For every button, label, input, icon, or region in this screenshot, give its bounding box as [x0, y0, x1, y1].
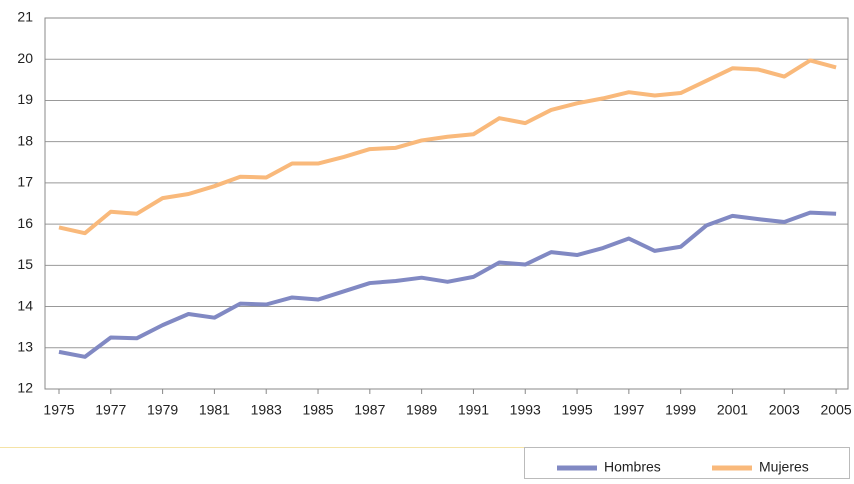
x-tick-label: 1991 [458, 402, 489, 418]
x-tick-label: 2001 [717, 402, 748, 418]
y-tick-label: 16 [17, 215, 33, 231]
legend-label: Mujeres [759, 459, 809, 475]
series-line [58, 210, 837, 359]
x-tick-label: 1981 [199, 402, 230, 418]
x-tick-label: 1983 [251, 402, 282, 418]
y-tick-label: 14 [17, 297, 33, 313]
y-tick-label: 20 [17, 50, 33, 66]
series-line [58, 58, 837, 236]
legend-label: Hombres [604, 459, 661, 475]
x-tick-label: 1985 [302, 402, 333, 418]
x-tick-label: 1995 [561, 402, 592, 418]
x-tick-label: 1999 [665, 402, 696, 418]
y-tick-label: 17 [17, 174, 33, 190]
y-tick-label: 21 [17, 9, 33, 25]
x-tick-label: 1997 [613, 402, 644, 418]
x-tick-label: 2005 [821, 402, 852, 418]
y-tick-label: 18 [17, 132, 33, 148]
x-tick-label: 1975 [43, 402, 74, 418]
x-tick-label: 1989 [406, 402, 437, 418]
y-tick-label: 15 [17, 256, 33, 272]
y-tick-label: 19 [17, 91, 33, 107]
x-tick-label: 1977 [95, 402, 126, 418]
x-tick-label: 1993 [510, 402, 541, 418]
plot-border [44, 17, 849, 390]
y-tick-label: 13 [17, 338, 33, 354]
x-tick-label: 2003 [769, 402, 800, 418]
x-tick-label: 1987 [354, 402, 385, 418]
x-tick-label: 1979 [147, 402, 178, 418]
y-tick-label: 12 [17, 380, 33, 396]
